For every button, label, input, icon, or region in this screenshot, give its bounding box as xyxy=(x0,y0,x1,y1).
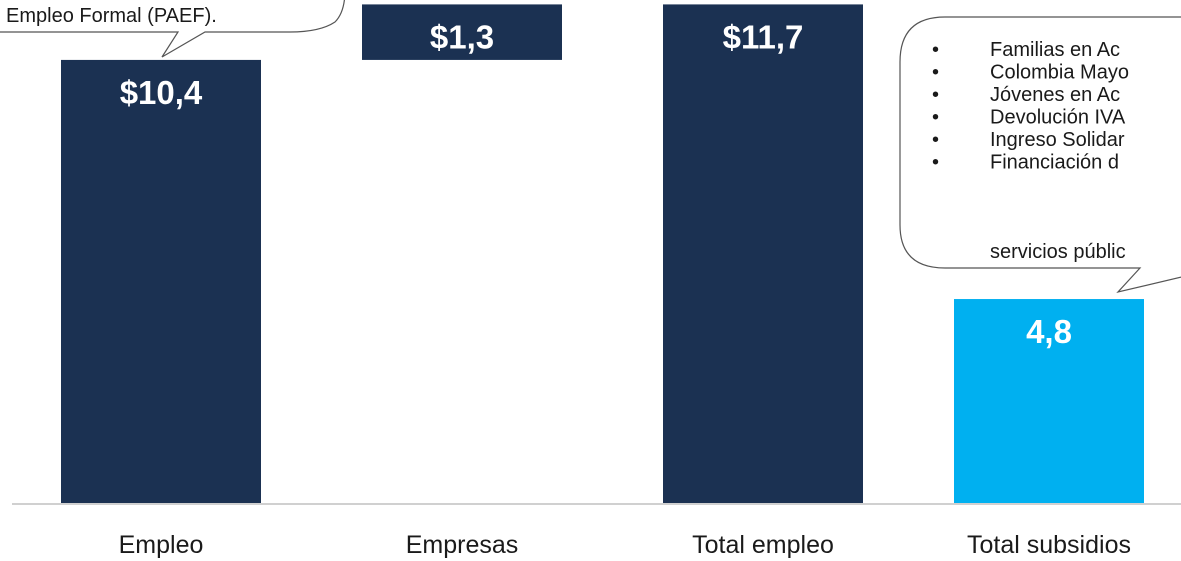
callout-right-continuation: servicios públic xyxy=(990,241,1126,263)
x-tick-label: Total empleo xyxy=(692,531,834,559)
bar-total-empleo xyxy=(663,4,863,504)
bars-layer: $10,4 $1,3 $11,7 4,8 xyxy=(61,4,1144,505)
callout-list-item: Colombia Mayo xyxy=(990,62,1129,84)
bar-value-label: $1,3 xyxy=(430,18,494,55)
callout-list-item: Jóvenes en Ac xyxy=(990,84,1120,106)
callout-right-list: • Familias en Ac • Colombia Mayo • Jóvenes en… xyxy=(932,39,1129,174)
callout-left-text: Empleo Formal (PAEF). xyxy=(6,5,217,27)
callout-right-bubble xyxy=(899,16,1181,294)
x-tick-label: Total subsidios xyxy=(967,531,1131,559)
bar-total-subsidios xyxy=(954,299,1144,504)
bar-value-label: $11,7 xyxy=(723,18,804,55)
bar-empresas xyxy=(362,4,562,60)
x-tick-label: Empresas xyxy=(406,531,519,559)
bar-value-label: 4,8 xyxy=(1026,313,1072,350)
callout-left: Empleo Formal (PAEF). xyxy=(0,0,346,58)
bar-value-label: $10,4 xyxy=(120,74,203,111)
bullet-icon: • xyxy=(932,39,939,61)
bar-empleo xyxy=(61,59,261,505)
bullet-icon: • xyxy=(932,129,939,151)
category-labels: Empleo Empresas Total empleo Total subsidio… xyxy=(119,531,1131,559)
bullet-icon: • xyxy=(932,152,939,174)
callout-right: • Familias en Ac • Colombia Mayo • Jóvenes en… xyxy=(899,16,1181,294)
bullet-icon: • xyxy=(932,107,939,129)
callout-list-item: Ingreso Solidar xyxy=(990,129,1125,151)
callout-list-item: Devolución IVA xyxy=(990,107,1126,129)
callout-list-item: Familias en Ac xyxy=(990,39,1120,61)
callout-left-bubble xyxy=(0,0,346,58)
bullet-icon: • xyxy=(932,84,939,106)
bullet-icon: • xyxy=(932,62,939,84)
x-tick-label: Empleo xyxy=(119,531,204,559)
callout-list-item: Financiación d xyxy=(990,152,1119,174)
